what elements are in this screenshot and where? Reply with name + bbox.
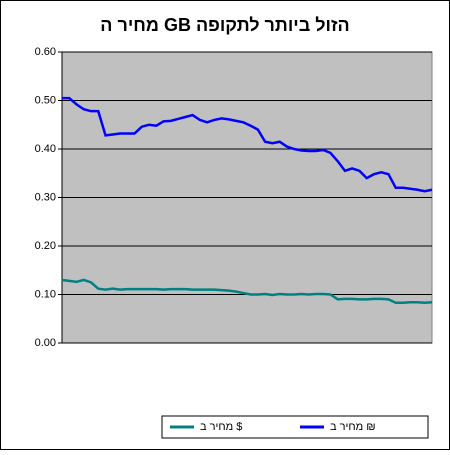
y-tick-label: 0.10 <box>35 288 56 300</box>
series-line <box>62 96 433 193</box>
chart-title: מחיר ה GB הזול ביותר לתקופה <box>100 15 349 35</box>
y-tick-label: 0.40 <box>35 143 56 155</box>
y-tick-label: 0.30 <box>35 191 56 203</box>
y-tick-label: 0.20 <box>35 240 56 252</box>
legend-box <box>161 415 429 439</box>
legend-label: מחיר ב $ <box>200 421 242 433</box>
y-tick-label: 0.60 <box>35 46 56 58</box>
y-tick-label: 0.50 <box>35 94 56 106</box>
series-line <box>61 278 433 304</box>
legend-label: מחיר ב ₪ <box>330 421 376 433</box>
y-tick-label: 0.00 <box>35 337 56 349</box>
